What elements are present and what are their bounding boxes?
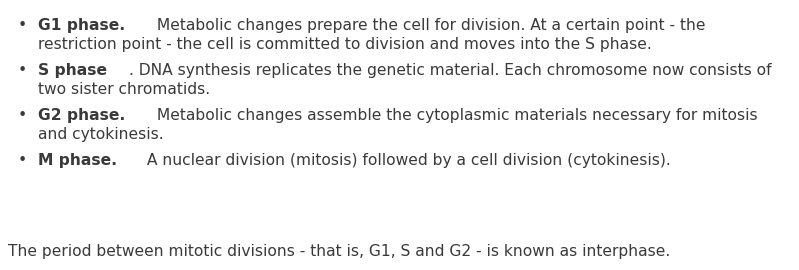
Text: S phase: S phase [38, 63, 107, 78]
Text: . DNA synthesis replicates the genetic material. Each chromosome now consists of: . DNA synthesis replicates the genetic m… [129, 63, 771, 78]
Text: M phase.: M phase. [38, 153, 117, 168]
Text: G2 phase.: G2 phase. [38, 108, 125, 123]
Text: •: • [18, 153, 27, 168]
Text: •: • [18, 18, 27, 33]
Text: A nuclear division (mitosis) followed by a cell division (cytokinesis).: A nuclear division (mitosis) followed by… [141, 153, 670, 168]
Text: •: • [18, 63, 27, 78]
Text: two sister chromatids.: two sister chromatids. [38, 82, 210, 97]
Text: restriction point - the cell is committed to division and moves into the S phase: restriction point - the cell is committe… [38, 37, 652, 52]
Text: Metabolic changes prepare the cell for division. At a certain point - the: Metabolic changes prepare the cell for d… [152, 18, 706, 33]
Text: •: • [18, 108, 27, 123]
Text: Metabolic changes assemble the cytoplasmic materials necessary for mitosis: Metabolic changes assemble the cytoplasm… [153, 108, 758, 123]
Text: G1 phase.: G1 phase. [38, 18, 125, 33]
Text: The period between mitotic divisions - that is, G1, S and G2 - is known as inter: The period between mitotic divisions - t… [8, 244, 670, 259]
Text: and cytokinesis.: and cytokinesis. [38, 127, 164, 142]
